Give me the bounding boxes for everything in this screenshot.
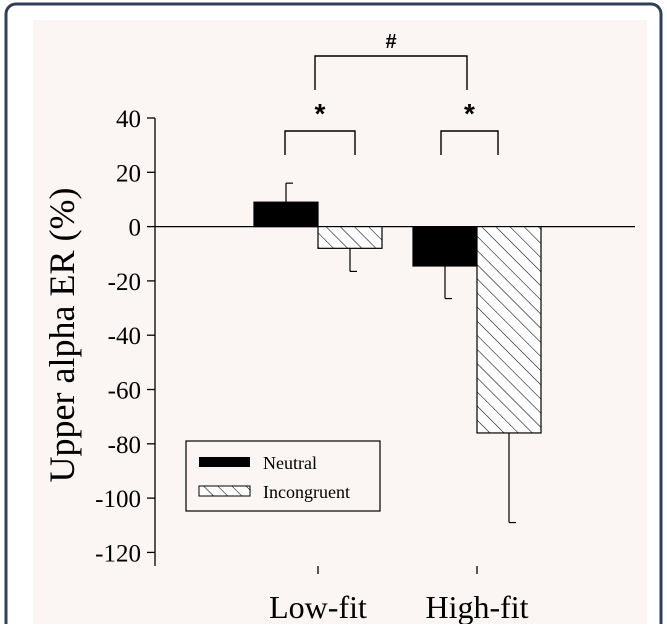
legend-swatch-incongruent [198, 485, 251, 497]
y-tick-label: -20 [108, 269, 141, 296]
sig-fit-group-bracket [314, 55, 468, 90]
legend-label-incongruent: Incongruent [263, 482, 350, 502]
sig-low-fit-label: * [315, 98, 326, 129]
legend-swatch-neutral [199, 457, 250, 467]
x-tick-label: Low-fit [269, 589, 367, 624]
bars [253, 182, 542, 524]
axes: 40 20 0 -20 -40 -60 -80 -100 -120 Low-fit High-fit [95, 106, 635, 625]
sig-low-fit-bracket [284, 130, 356, 155]
sig-fit-group-label: # [385, 31, 396, 53]
legend-box [185, 440, 381, 512]
y-axis-label: Upper alpha ER (%) [42, 188, 82, 483]
bar-neutral-low-fit [253, 201, 319, 228]
bar-incongruent-low-fit [317, 226, 383, 249]
y-tick-label: -60 [108, 378, 141, 405]
plot-background [33, 20, 647, 629]
y-tick-label: -100 [95, 486, 141, 513]
y-tick-label: 20 [116, 160, 141, 187]
bar-incongruent-high-fit [476, 226, 542, 434]
y-tick-label: -40 [108, 323, 141, 350]
sig-high-fit-bracket [440, 130, 499, 155]
y-tick-label: -120 [95, 540, 141, 567]
x-tick-label: High-fit [425, 589, 528, 624]
significance-brackets: * * # [284, 31, 499, 155]
y-tick-label: -80 [108, 432, 141, 459]
sig-high-fit-label: * [464, 98, 475, 129]
legend: Neutral Incongruent [185, 440, 381, 512]
legend-label-neutral: Neutral [263, 453, 317, 473]
bar-neutral-high-fit [412, 226, 478, 267]
y-tick-label: 40 [116, 106, 141, 133]
y-tick-label: 0 [129, 215, 142, 242]
